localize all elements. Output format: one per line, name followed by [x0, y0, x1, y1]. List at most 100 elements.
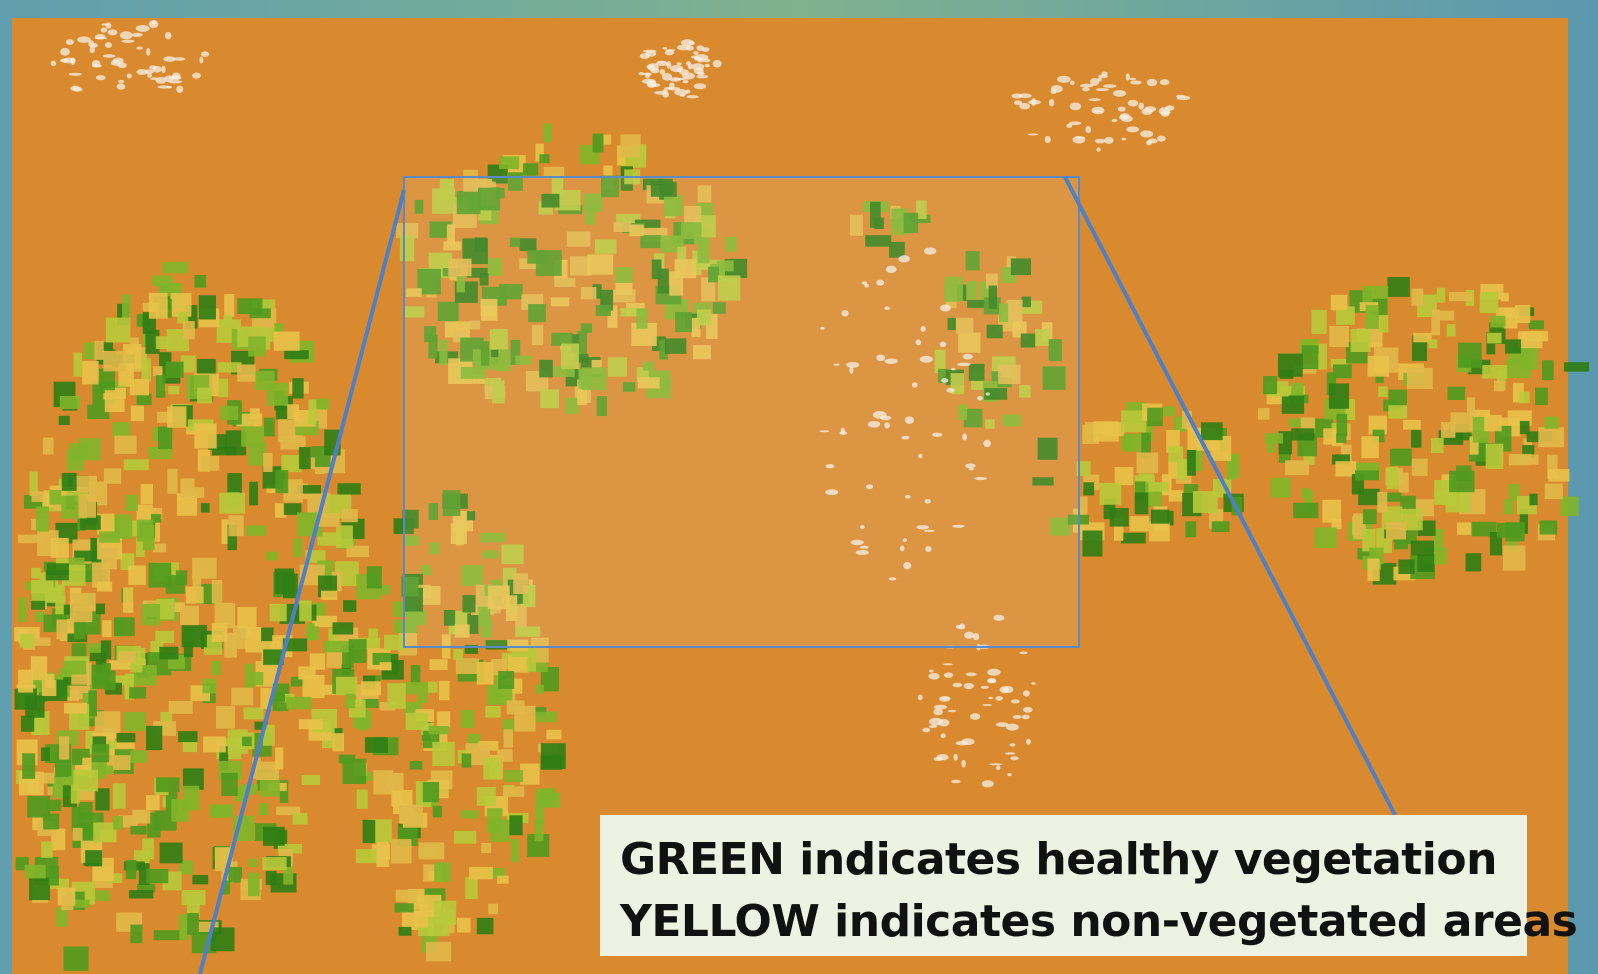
field — [1100, 483, 1122, 505]
snow-patch — [666, 61, 671, 69]
snow-patch — [1146, 140, 1152, 145]
field — [361, 681, 381, 695]
field — [1355, 470, 1379, 480]
snow-patch — [1147, 79, 1157, 86]
field — [153, 544, 166, 553]
field — [349, 639, 367, 663]
field — [184, 642, 193, 657]
field — [276, 470, 289, 493]
field — [1388, 405, 1407, 418]
snow-patch — [1095, 139, 1105, 144]
field — [299, 719, 323, 729]
field — [1265, 433, 1283, 443]
field — [42, 773, 54, 784]
field — [25, 865, 46, 879]
snow-patch — [113, 58, 124, 64]
snow-patch — [95, 37, 108, 39]
snow-patch — [643, 73, 651, 76]
snow-patch — [1161, 112, 1171, 114]
snow-patch — [1104, 137, 1114, 144]
snow-patch — [1051, 89, 1057, 94]
field — [514, 706, 535, 732]
field — [95, 788, 109, 810]
snow-patch — [1009, 743, 1015, 746]
field — [1560, 496, 1578, 516]
snow-patch — [1011, 93, 1022, 98]
field — [201, 456, 220, 471]
field — [96, 766, 113, 775]
field — [192, 875, 208, 884]
field — [1302, 488, 1310, 498]
field — [32, 492, 44, 502]
snow-patch — [77, 36, 91, 43]
field — [183, 321, 195, 339]
field — [59, 416, 70, 425]
field — [266, 552, 278, 561]
field — [456, 658, 479, 674]
field — [283, 574, 298, 599]
field — [22, 753, 35, 778]
field — [64, 703, 87, 714]
field — [367, 566, 382, 588]
field — [1329, 326, 1349, 347]
field — [31, 580, 53, 601]
field — [1447, 324, 1456, 336]
snow-patch — [1128, 100, 1139, 107]
field — [429, 659, 447, 670]
field — [281, 455, 302, 472]
field — [396, 890, 417, 902]
snow-patch — [201, 51, 209, 56]
snow-patch — [92, 60, 100, 67]
field — [166, 362, 184, 378]
field — [380, 662, 392, 670]
slide: GREEN indicates healthy vegetation YELLO… — [0, 0, 1598, 974]
field — [128, 565, 145, 584]
field — [1121, 533, 1146, 544]
snow-patch — [1165, 105, 1174, 110]
field — [122, 294, 130, 317]
field — [1403, 420, 1421, 430]
field — [228, 515, 243, 536]
field — [1282, 396, 1304, 414]
field — [1151, 510, 1170, 524]
field — [1449, 292, 1472, 301]
field — [231, 688, 253, 706]
field — [123, 587, 133, 612]
field — [365, 737, 388, 753]
snow-patch — [650, 68, 659, 74]
field — [1529, 494, 1537, 506]
snow-patch — [981, 686, 989, 689]
field — [46, 570, 69, 580]
snow-patch — [1019, 652, 1027, 655]
field — [88, 690, 97, 716]
field — [73, 605, 92, 622]
field — [79, 802, 93, 820]
field — [1448, 387, 1466, 400]
field — [332, 622, 353, 634]
snow-patch — [677, 62, 682, 65]
field — [237, 607, 256, 628]
field — [114, 617, 135, 636]
snow-patch — [970, 713, 980, 720]
snow-patch — [663, 89, 668, 92]
snow-patch — [1144, 106, 1156, 112]
field — [1417, 554, 1434, 572]
snow-patch — [192, 73, 201, 79]
snow-patch — [1014, 100, 1022, 105]
snow-patch — [989, 763, 1002, 765]
snow-patch — [964, 683, 974, 689]
snow-patch — [132, 33, 143, 37]
snow-patch — [165, 32, 172, 39]
snow-patch — [995, 696, 1003, 701]
snow-patch — [1066, 124, 1072, 128]
field — [1366, 305, 1379, 329]
field — [336, 525, 353, 548]
field — [156, 336, 169, 349]
field — [453, 649, 463, 660]
snow-patch — [681, 39, 694, 46]
field — [419, 842, 444, 859]
field — [356, 849, 379, 863]
field — [1093, 421, 1118, 441]
field — [60, 396, 80, 409]
field — [49, 490, 61, 505]
